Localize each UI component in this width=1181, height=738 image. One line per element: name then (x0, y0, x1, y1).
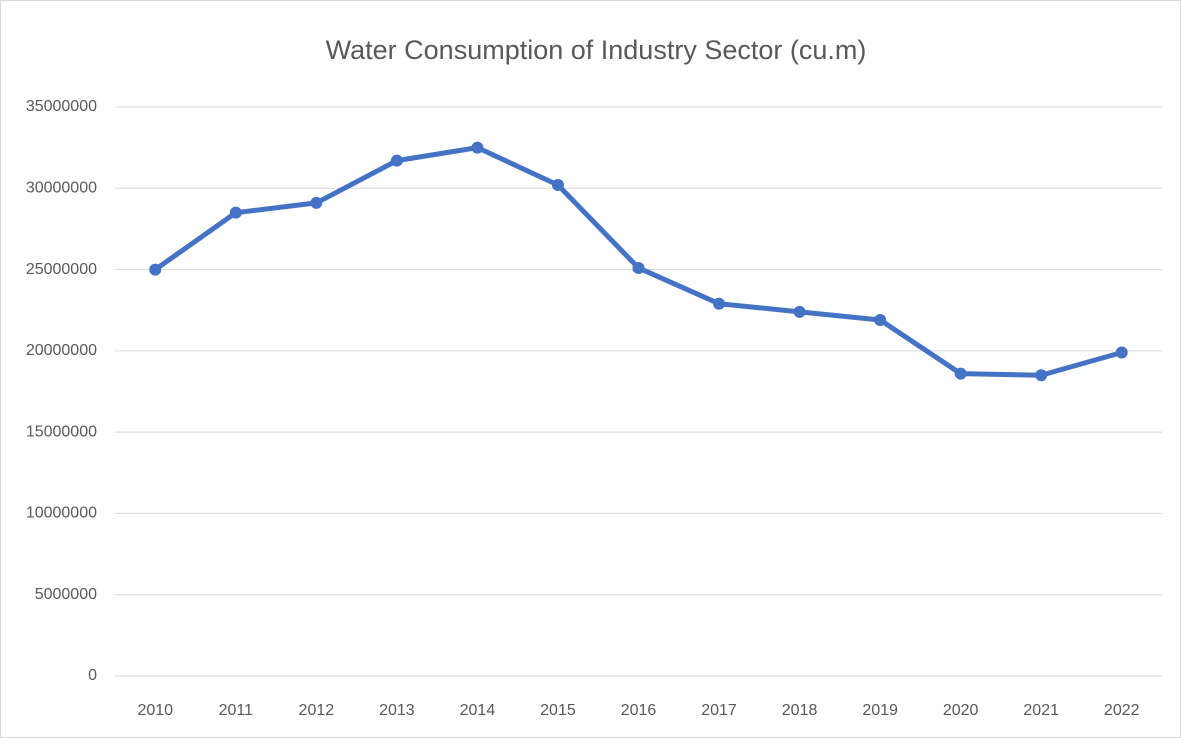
x-tick-label: 2015 (540, 702, 576, 719)
data-point (1115, 346, 1128, 359)
chart-title: Water Consumption of Industry Sector (cu… (326, 35, 867, 65)
y-tick-label: 30000000 (26, 180, 97, 197)
y-tick-label: 35000000 (26, 98, 97, 115)
y-tick-label: 5000000 (35, 586, 97, 603)
data-point (229, 206, 242, 219)
x-tick-label: 2010 (137, 702, 173, 719)
x-tick-label: 2016 (621, 702, 657, 719)
data-point (793, 305, 806, 318)
data-point (551, 179, 564, 192)
x-tick-label: 2022 (1104, 702, 1140, 719)
data-point (1035, 369, 1048, 382)
x-tick-label: 2012 (299, 702, 335, 719)
y-tick-label: 0 (88, 667, 97, 684)
x-tick-label: 2021 (1023, 702, 1059, 719)
data-point (632, 261, 645, 274)
data-point (310, 196, 323, 209)
x-tick-label: 2013 (379, 702, 415, 719)
y-tick-label: 25000000 (26, 261, 97, 278)
y-tick-label: 20000000 (26, 342, 97, 359)
data-point (149, 263, 162, 276)
data-point (471, 141, 484, 154)
data-point (390, 154, 403, 167)
data-point (874, 313, 887, 326)
data-point (954, 367, 967, 380)
x-tick-label: 2019 (862, 702, 898, 719)
y-tick-label: 10000000 (26, 505, 97, 522)
x-tick-label: 2018 (782, 702, 818, 719)
y-tick-label: 15000000 (26, 423, 97, 440)
x-tick-label: 2011 (219, 702, 254, 719)
x-tick-label: 2020 (943, 702, 979, 719)
data-point (713, 297, 726, 310)
x-tick-label: 2017 (701, 702, 737, 719)
x-tick-label: 2014 (460, 702, 496, 719)
